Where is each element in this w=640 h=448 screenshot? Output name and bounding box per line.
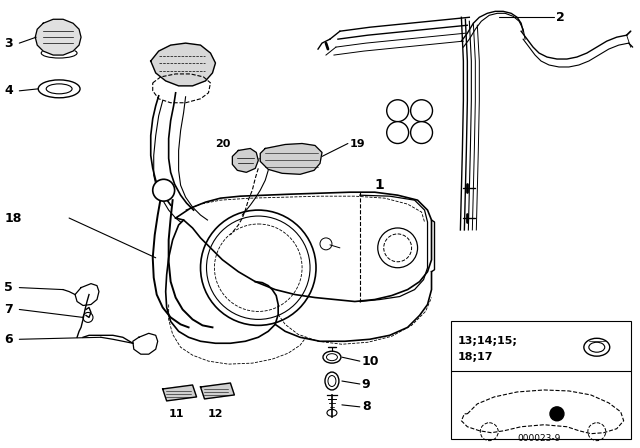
Text: 15: 15 (392, 128, 403, 137)
Text: 18;17: 18;17 (458, 352, 493, 362)
Polygon shape (163, 385, 196, 401)
Circle shape (411, 100, 433, 122)
Text: 6: 6 (4, 333, 13, 346)
Text: 20: 20 (215, 138, 230, 148)
Polygon shape (35, 19, 81, 55)
Text: 7: 7 (4, 303, 13, 316)
Polygon shape (151, 43, 216, 86)
Text: 13: 13 (392, 106, 403, 115)
Circle shape (550, 407, 564, 421)
Text: 000023-9: 000023-9 (517, 434, 561, 443)
Text: 18: 18 (4, 211, 22, 224)
Circle shape (153, 179, 175, 201)
Text: 3: 3 (4, 37, 13, 50)
Text: 13;14;15;: 13;14;15; (458, 336, 517, 346)
Circle shape (387, 122, 408, 143)
Text: 1: 1 (375, 178, 385, 192)
Text: 4: 4 (4, 84, 13, 97)
Polygon shape (260, 143, 322, 174)
Text: 11: 11 (169, 409, 184, 419)
Text: 9: 9 (362, 378, 371, 391)
Circle shape (411, 122, 433, 143)
Text: 5: 5 (4, 281, 13, 294)
Bar (451, 321, 630, 439)
Polygon shape (232, 148, 259, 172)
Text: 14: 14 (416, 106, 428, 115)
Text: 8: 8 (362, 401, 371, 414)
Text: 16: 16 (416, 128, 428, 137)
Polygon shape (200, 383, 234, 399)
Text: 17: 17 (157, 185, 170, 195)
Text: 2: 2 (556, 11, 564, 24)
Text: 12: 12 (208, 409, 223, 419)
Text: 19: 19 (350, 138, 365, 148)
Text: 10: 10 (362, 355, 380, 368)
Circle shape (387, 100, 408, 122)
